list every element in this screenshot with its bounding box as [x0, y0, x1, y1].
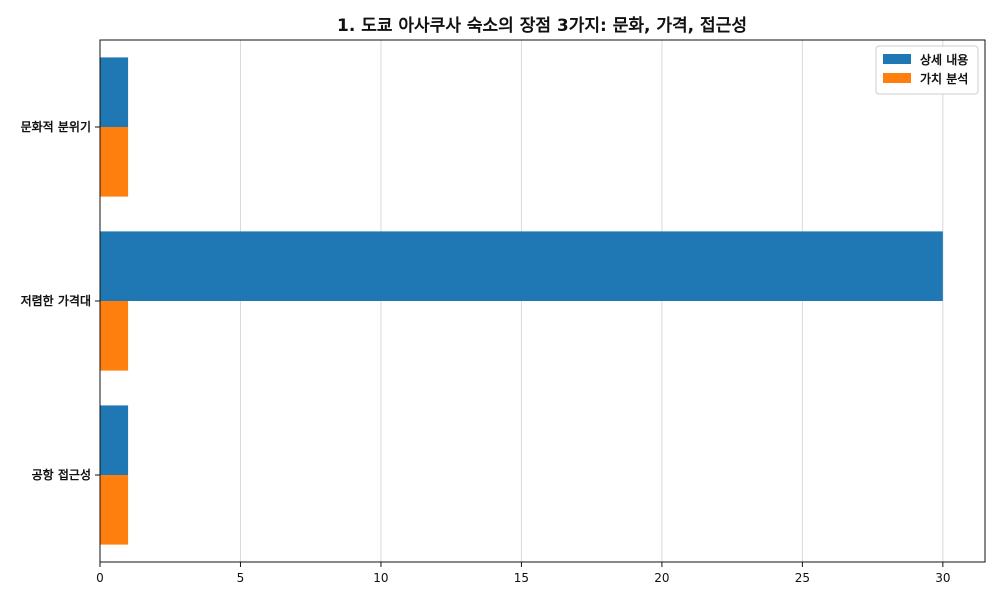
x-tick-label-0: 0 — [96, 571, 104, 585]
legend-label-1: 가치 분석 — [920, 71, 968, 86]
plot-frame — [99, 39, 986, 563]
x-tick-label-1: 5 — [237, 571, 245, 585]
bar-series-1-cat-1 — [100, 301, 129, 371]
y-tick-label-0: 문화적 분위기 — [21, 119, 91, 134]
legend-swatch-0 — [883, 54, 911, 64]
bar-series-1-cat-0 — [100, 127, 129, 197]
x-tick-label-6: 30 — [935, 571, 950, 585]
bars — [100, 57, 943, 545]
x-tick-label-3: 15 — [514, 571, 529, 585]
bar-series-0-cat-0 — [100, 57, 129, 127]
bar-series-0-cat-1 — [100, 231, 943, 301]
bar-series-1-cat-2 — [100, 475, 129, 545]
chart-title: 1. 도쿄 아사쿠사 숙소의 장점 3가지: 문화, 가격, 접근성 — [337, 16, 747, 36]
y-tick-label-1: 저렴한 가격대 — [21, 293, 91, 308]
x-tick-label-2: 10 — [373, 571, 388, 585]
bar-series-0-cat-2 — [100, 405, 129, 475]
x-tick-label-4: 20 — [654, 571, 669, 585]
y-tick-label-2: 공항 접근성 — [32, 467, 91, 482]
x-tick-label-5: 25 — [795, 571, 810, 585]
legend-swatch-1 — [883, 73, 911, 83]
legend-label-0: 상세 내용 — [920, 52, 968, 67]
